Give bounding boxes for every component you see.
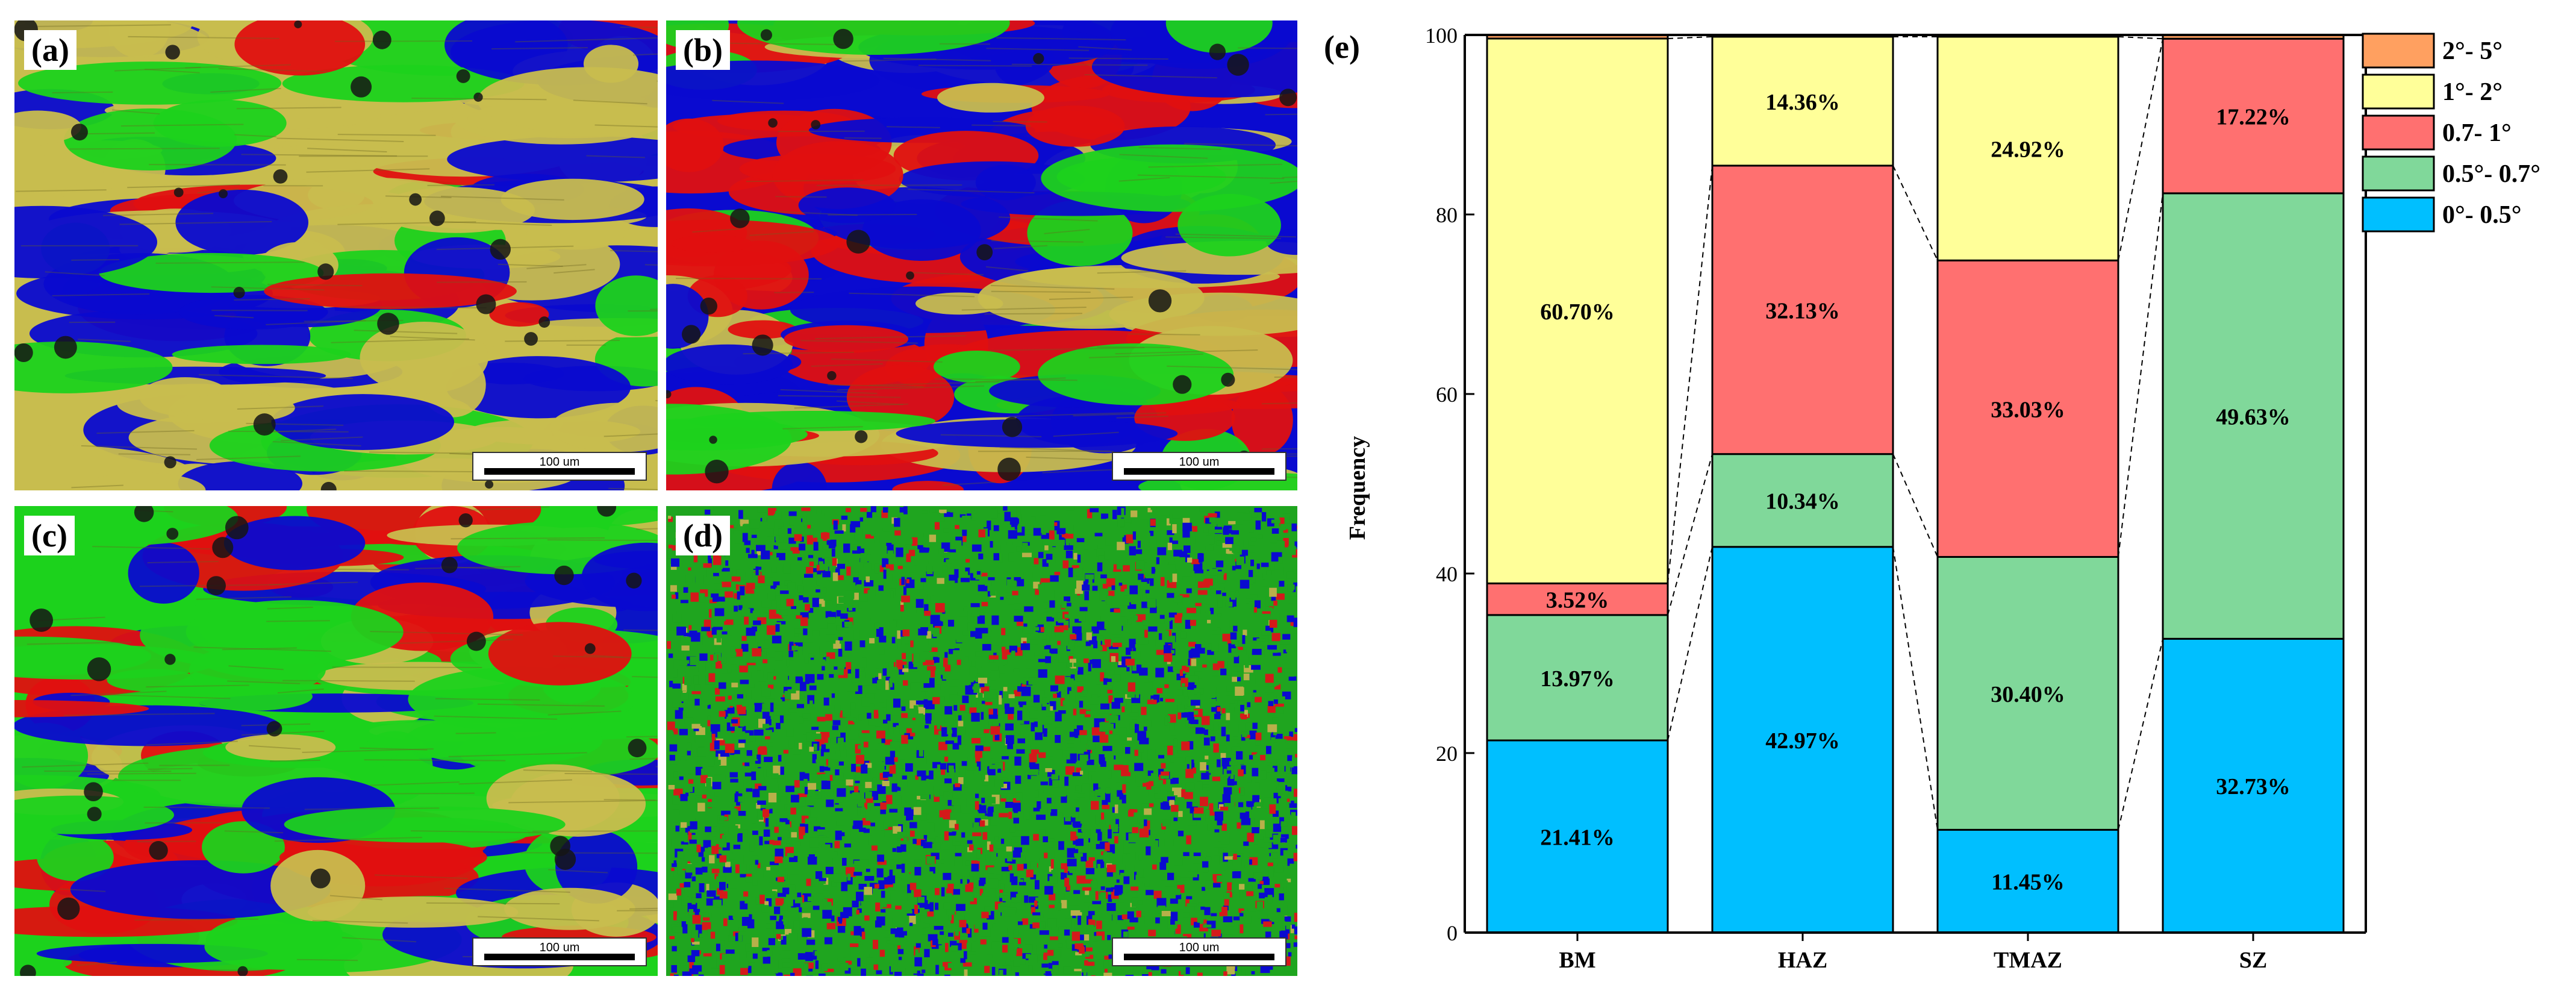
connector-line bbox=[1892, 454, 1938, 557]
scale-bar-text-d: 100 um bbox=[1179, 941, 1220, 954]
scale-bar-a: 100 um bbox=[472, 452, 647, 481]
data-label: 33.03% bbox=[1991, 397, 2065, 422]
panel-label-c: (c) bbox=[24, 516, 75, 555]
legend-label: 1°- 2° bbox=[2442, 78, 2503, 106]
bar-segment bbox=[2162, 37, 2345, 195]
bar-segment bbox=[1711, 546, 1894, 934]
bar-segment bbox=[1711, 453, 1894, 548]
micrograph-d-image bbox=[666, 506, 1297, 976]
bar-segment bbox=[2162, 192, 2345, 640]
connector-line bbox=[2118, 39, 2163, 261]
data-label: 10.34% bbox=[1765, 489, 1840, 514]
micrograph-panel-d: (d) 100 um bbox=[666, 506, 1297, 976]
legend-swatch bbox=[2362, 73, 2435, 110]
scale-bar-text-b: 100 um bbox=[1179, 455, 1220, 469]
legend-label: 0°- 0.5° bbox=[2442, 201, 2522, 229]
chart-panel-e: (e) Frequency 0 20 40 60 80 100 21.41% 13.97% 3.… bbox=[1306, 0, 2576, 988]
connector-line bbox=[2118, 36, 2163, 40]
data-label: 14.36% bbox=[1765, 90, 1840, 115]
data-label: 32.13% bbox=[1765, 298, 1840, 324]
data-label: 32.73% bbox=[2216, 774, 2291, 799]
data-label: 21.41% bbox=[1540, 825, 1615, 850]
legend-label: 0.7- 1° bbox=[2442, 119, 2512, 147]
bar-segment bbox=[1486, 614, 1669, 742]
micrograph-c-image bbox=[14, 506, 658, 976]
panel-label-e: (e) bbox=[1324, 29, 1360, 65]
micrograph-a-image bbox=[14, 20, 658, 490]
data-label: 13.97% bbox=[1540, 666, 1615, 692]
bar-segment bbox=[1936, 828, 2119, 934]
connector-line bbox=[1667, 165, 1713, 584]
connector-line bbox=[1892, 546, 1938, 830]
stacked-bar-chart: (e) Frequency 0 20 40 60 80 100 21.41% 13.97% 3.… bbox=[1324, 23, 2540, 973]
data-label: 42.97% bbox=[1765, 728, 1840, 754]
data-label: 60.70% bbox=[1540, 299, 1615, 325]
y-axis-label: Frequency bbox=[1345, 436, 1370, 540]
y-tick-label: 0 bbox=[1447, 921, 1458, 945]
legend-swatch bbox=[2362, 196, 2435, 233]
legend-swatch bbox=[2362, 155, 2435, 192]
scale-bar-b: 100 um bbox=[1112, 452, 1286, 481]
panel-label-a: (a) bbox=[24, 30, 76, 70]
legend-swatch bbox=[2362, 114, 2435, 151]
y-tick-label: 80 bbox=[1436, 203, 1458, 227]
micrograph-panel-c: (c) 100 um bbox=[14, 506, 658, 976]
micrograph-panel-a: (a) 100 um bbox=[14, 20, 658, 490]
data-label: 24.92% bbox=[1991, 137, 2065, 163]
x-tick-label: TMAZ bbox=[1994, 948, 2062, 973]
bar-segment bbox=[1936, 259, 2119, 558]
data-label: 17.22% bbox=[2216, 105, 2291, 130]
scale-bar-c: 100 um bbox=[472, 937, 647, 966]
x-tick-label: SZ bbox=[2239, 948, 2267, 973]
scale-bar-text-a: 100 um bbox=[539, 455, 580, 469]
panel-label-d: (d) bbox=[676, 516, 730, 555]
bar-segment bbox=[1936, 36, 2119, 261]
connector-line bbox=[1667, 546, 1713, 741]
connector-line bbox=[1892, 165, 1938, 261]
bar-segment bbox=[1711, 164, 1894, 455]
legend-label: 2°- 5° bbox=[2442, 37, 2503, 65]
connector-line bbox=[1667, 36, 1713, 39]
data-label: 30.40% bbox=[1991, 682, 2065, 707]
connector-line bbox=[2118, 193, 2163, 557]
micrograph-b-image bbox=[666, 20, 1297, 490]
legend-label: 0.5°- 0.7° bbox=[2442, 160, 2540, 188]
y-tick-label: 20 bbox=[1436, 742, 1458, 766]
bar-segment bbox=[1486, 37, 1669, 584]
connector-line bbox=[1667, 454, 1713, 616]
scale-bar-d: 100 um bbox=[1112, 937, 1286, 966]
panel-label-b: (b) bbox=[676, 30, 730, 70]
connector-line bbox=[2118, 639, 2163, 830]
data-label: 49.63% bbox=[2216, 405, 2291, 430]
y-tick-label: 100 bbox=[1425, 23, 1458, 48]
x-tick-label: HAZ bbox=[1778, 948, 1827, 973]
bar-segment bbox=[1711, 36, 1894, 167]
bar-segment bbox=[2162, 637, 2345, 934]
y-tick-label: 40 bbox=[1436, 562, 1458, 586]
micrograph-panel-b: (b) 100 um bbox=[666, 20, 1297, 490]
legend-swatch bbox=[2362, 33, 2435, 69]
bar-segment bbox=[1936, 555, 2119, 831]
y-tick-label: 60 bbox=[1436, 383, 1458, 407]
scale-bar-text-c: 100 um bbox=[539, 941, 580, 954]
data-label: 3.52% bbox=[1546, 588, 1609, 613]
data-label: 11.45% bbox=[1991, 870, 2064, 895]
x-tick-label: BM bbox=[1559, 948, 1595, 973]
